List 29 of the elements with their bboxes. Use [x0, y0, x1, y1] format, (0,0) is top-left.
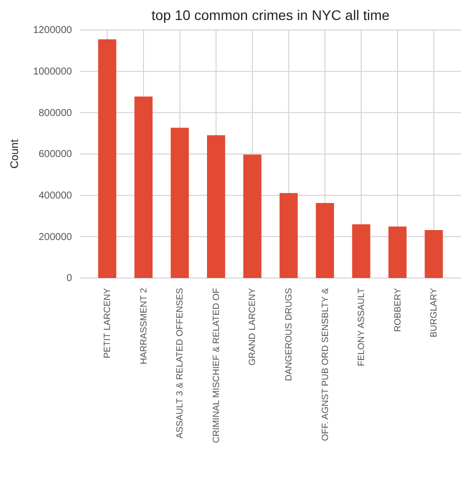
x-tick-label: ROBBERY [392, 288, 402, 332]
bar [388, 226, 407, 278]
x-tick-label: CRIMINAL MISCHIEF & RELATED OF [210, 288, 221, 444]
x-tick-label: PETIT LARCENY [102, 288, 112, 358]
bar [207, 135, 226, 278]
y-tick-label: 600000 [38, 149, 72, 160]
y-tick-label: 800000 [38, 108, 72, 119]
x-tick-label: OFF. AGNST PUB ORD SENSBLTY & [320, 288, 330, 442]
y-tick-label: 400000 [38, 190, 72, 202]
x-tick-label: FELONY ASSAULT [356, 288, 366, 366]
bar [280, 193, 298, 278]
y-axis-title: Count [9, 139, 21, 169]
y-tick-label: 200000 [38, 232, 72, 243]
bar [352, 224, 370, 278]
bar [424, 230, 443, 278]
bar [243, 154, 262, 278]
x-tick-label: GRAND LARCENY [247, 288, 258, 366]
x-tick-label: HARRASSMENT 2 [138, 288, 148, 364]
bar [134, 96, 153, 278]
chart-title: top 10 common crimes in NYC all time [151, 7, 390, 23]
y-tick-label: 0 [66, 273, 72, 284]
bar [316, 202, 334, 278]
bar [170, 128, 189, 278]
x-tick-label: ASSAULT 3 & RELATED OFFENSES [174, 288, 185, 439]
bar [98, 39, 116, 278]
y-tick-label: 1000000 [33, 66, 72, 78]
x-tick-label: DANGEROUS DRUGS [284, 288, 294, 382]
x-tick-label: BURGLARY [428, 288, 439, 338]
y-tick-label: 1200000 [33, 25, 72, 36]
